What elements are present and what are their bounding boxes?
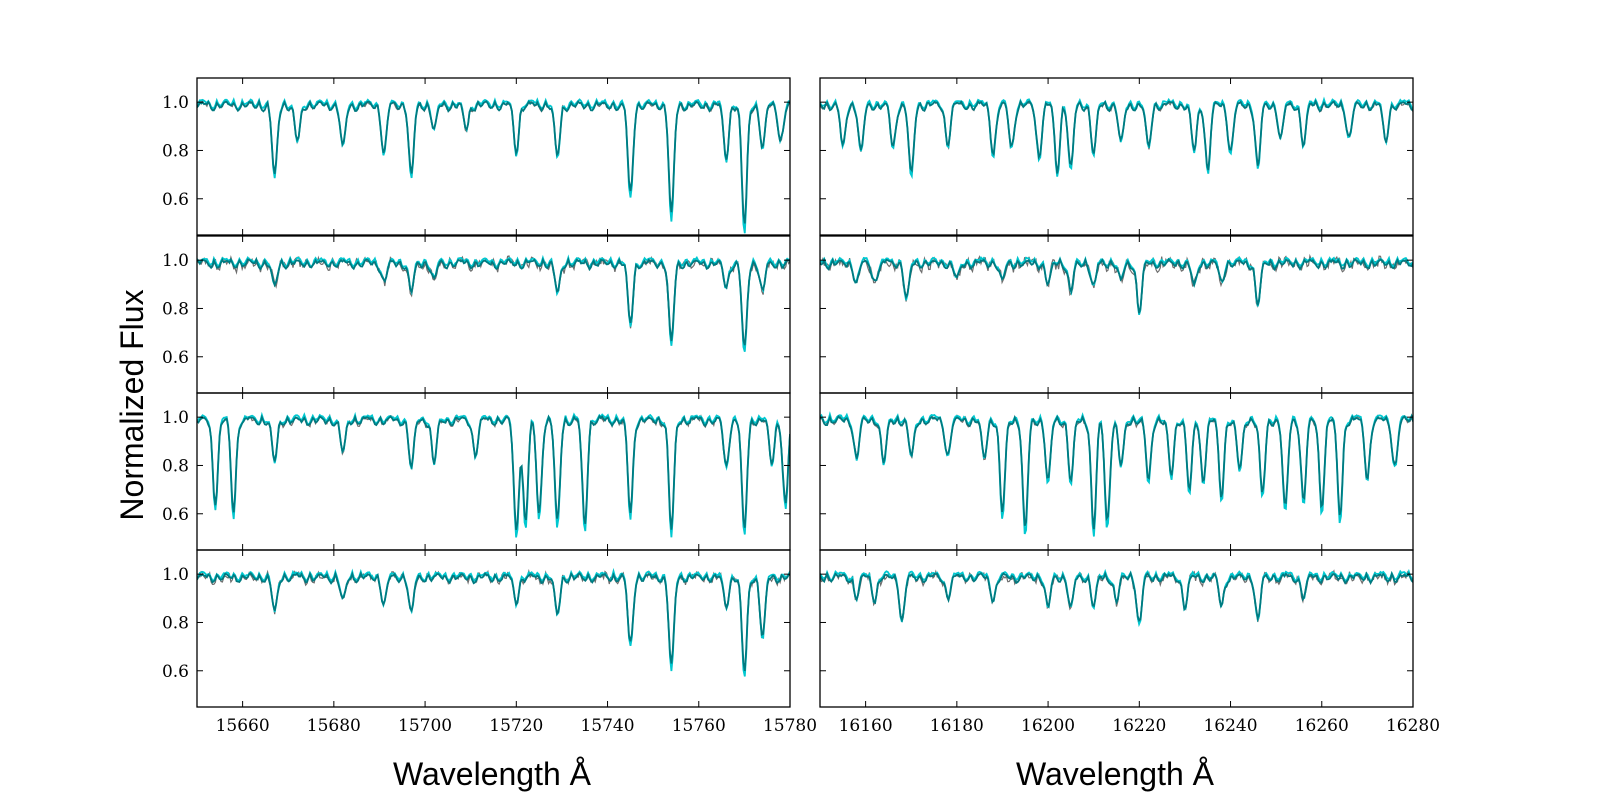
x-tick-label: 16180: [930, 716, 984, 736]
x-tick-label: 16200: [1021, 716, 1075, 736]
y-tick-label: 0.8: [162, 456, 189, 476]
x-tick-label: 16220: [1112, 716, 1166, 736]
model-a-spectrum: [197, 567, 790, 677]
model-b-spectrum: [820, 257, 1413, 314]
y-tick-label: 0.8: [162, 299, 189, 319]
model-b-spectrum: [197, 570, 790, 672]
y-tick-label: 0.6: [162, 662, 189, 682]
y-tick-label: 0.6: [162, 505, 189, 525]
model-a-spectrum: [197, 411, 790, 538]
panel-right-row-1: [819, 77, 1414, 236]
y-tick-label: 0.6: [162, 190, 189, 210]
panel-left-row-3: 0.6 0.8 1.0: [162, 392, 791, 551]
model-b-spectrum: [820, 98, 1413, 174]
model-b-spectrum: [197, 98, 790, 224]
observed-spectrum: [197, 568, 790, 676]
y-tick-label: 0.6: [162, 348, 189, 368]
observed-spectrum: [197, 255, 790, 350]
x-tick-label: 15720: [489, 716, 543, 736]
observed-spectrum: [197, 413, 790, 534]
y-tick-label: 0.8: [162, 613, 189, 633]
x-tick-label: 15680: [307, 716, 361, 736]
x-tick-label: 15660: [216, 716, 270, 736]
model-a-spectrum: [197, 97, 790, 234]
panel-left-row-1: 0.6 0.8 1.0: [162, 77, 791, 236]
x-tick-label: 15780: [763, 716, 817, 736]
panel-grid: 0.6 0.8 1.0 0.6 0.8 1.0 0.6 0.8 1.0 0.6 0.8 1.0 1566…: [162, 77, 1440, 736]
x-tick-label: 16260: [1295, 716, 1349, 736]
x-tick-label: 16240: [1203, 716, 1257, 736]
model-b-spectrum: [820, 413, 1413, 530]
y-tick-label: 1.0: [162, 251, 189, 271]
x-tick-label: 16280: [1386, 716, 1440, 736]
y-tick-label: 0.8: [162, 141, 189, 161]
model-b-spectrum: [197, 414, 790, 530]
x-axis-title-right: Wavelength Å: [1016, 756, 1215, 792]
observed-spectrum: [197, 99, 790, 227]
panel-frame: [819, 549, 1414, 708]
panel-frame: [819, 77, 1414, 236]
y-tick-label: 1.0: [162, 408, 189, 428]
x-tick-label: 15740: [580, 716, 634, 736]
y-tick-label: 1.0: [162, 93, 189, 113]
y-tick-label: 1.0: [162, 565, 189, 585]
panel-right-row-2: [819, 235, 1414, 394]
model-b-spectrum: [197, 256, 790, 346]
y-axis-title: Normalized Flux: [114, 289, 150, 520]
model-b-spectrum: [820, 570, 1413, 623]
panel-frame: [196, 549, 791, 708]
panel-right-row-4: 16160 16180 16200 16220 16240 16260 16280: [819, 549, 1440, 736]
panel-frame: [819, 235, 1414, 394]
model-a-spectrum: [820, 568, 1413, 628]
panel-frame: [196, 77, 791, 236]
x-tick-label: 15760: [672, 716, 726, 736]
x-tick-label: 16160: [839, 716, 893, 736]
panel-right-row-3: [819, 392, 1414, 551]
x-axis-title-left: Wavelength Å: [393, 756, 592, 792]
model-a-spectrum: [197, 254, 790, 352]
panel-left-row-2: 0.6 0.8 1.0: [162, 235, 791, 394]
panel-left-row-4: 0.6 0.8 1.0 15660 15680 15700 15720 15740 15760 1…: [162, 549, 817, 736]
x-tick-label: 15700: [398, 716, 452, 736]
